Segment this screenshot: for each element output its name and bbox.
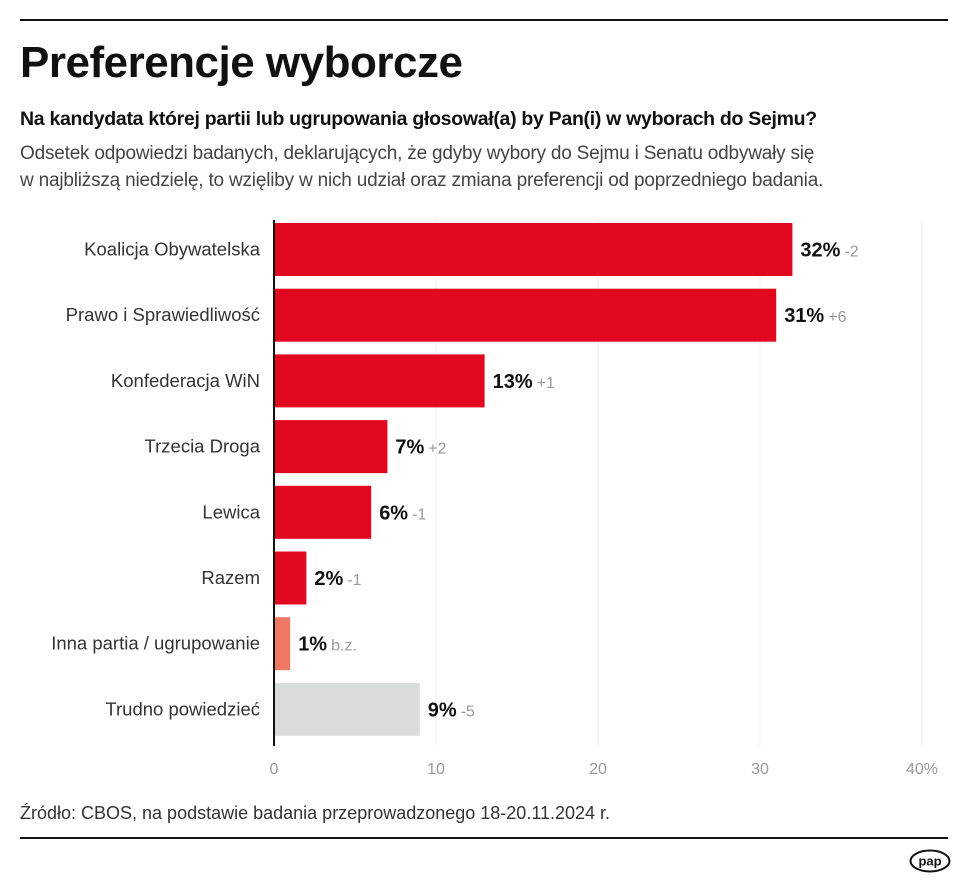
value-label: 1% [298,634,327,656]
subtitle: Na kandydata której partii lub ugrupowan… [20,108,817,130]
value-label: 2% [314,568,343,590]
description-line: w najbliższą niedzielę, to wzięliby w ni… [20,170,824,191]
change-label: b.z. [331,638,357,655]
bar [274,288,777,342]
change-label: +2 [428,441,446,458]
category-label: Koalicja Obywatelska [84,239,261,260]
description-line: Odsetek odpowiedzi badanych, deklarujący… [20,143,815,164]
bar-chart: 0 10 20 30 40% Koalicja Obywatelska 32% -2 Prawo… [51,220,938,778]
pap-logo: pap [909,849,951,873]
source-note: Źródło: CBOS, na podstawie badania przep… [20,803,611,823]
bar [274,223,793,276]
category-label: Trudno powiedzieć [105,698,260,719]
description: Odsetek odpowiedzi badanych, deklarujący… [20,140,950,194]
bar [274,485,372,539]
change-label: -1 [347,572,361,589]
category-label: Razem [201,567,260,588]
value-label: 7% [395,437,424,459]
category-label: Inna partia / ugrupowanie [51,633,260,654]
category-label: Lewica [202,501,260,522]
change-label: +1 [537,375,555,392]
category-label: Prawo i Sprawiedliwość [66,304,260,325]
bar [274,682,420,736]
x-tick-label: 30 [751,761,769,778]
change-label: -1 [412,506,426,523]
bar [274,551,307,605]
category-label: Konfederacja WiN [111,370,260,391]
category-label: Trzecia Droga [145,436,261,457]
change-label: -2 [844,244,858,261]
bottom-rule [20,837,948,839]
value-label: 13% [493,371,533,393]
page-title: Preferencje wyborcze [20,38,463,87]
value-label: 9% [428,699,457,721]
value-label: 31% [784,305,824,327]
x-tick-label: 10 [427,761,445,778]
bar [274,420,388,474]
x-tick-label: 20 [589,761,607,778]
x-tick-label: 0 [270,761,279,778]
bar [274,354,485,408]
bar [274,617,291,671]
change-label: -5 [461,703,475,720]
value-label: 6% [379,502,408,524]
logo-text: pap [918,854,941,869]
top-rule [20,19,948,21]
x-tick-label: 40% [906,761,938,778]
value-label: 32% [800,240,840,262]
change-label: +6 [828,309,846,326]
